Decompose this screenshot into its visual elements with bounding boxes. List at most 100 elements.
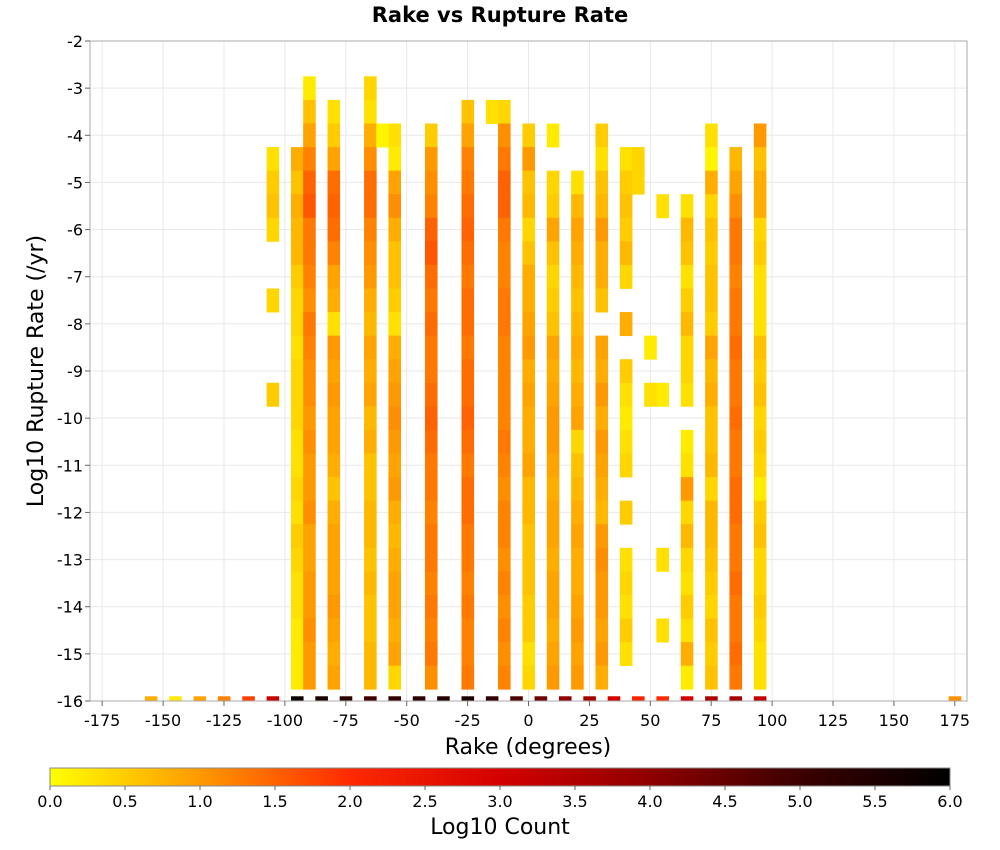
heatmap-cell [290,359,304,384]
heatmap-cell [303,99,316,124]
heatmap-cell [680,524,694,549]
heatmap-cell [388,406,402,431]
heatmap-cell [303,217,316,242]
heatmap-cell [595,594,609,619]
heatmap-cell [303,665,316,690]
heatmap-cell [461,571,475,596]
heatmap-cell [327,382,341,407]
heatmap-cell [424,217,438,242]
colorbar-tick-label: 3.0 [487,792,512,811]
heatmap-cell [388,312,402,337]
heatmap-cell [498,288,511,313]
heatmap-cell [327,194,341,219]
heatmap-cell [388,665,402,690]
heatmap-cell [753,288,767,313]
heatmap-cell [388,477,402,502]
heatmap-cell [595,547,609,572]
heatmap-cell [729,335,743,360]
heatmap-cell [595,217,609,242]
heatmap-cell [619,312,633,337]
heatmap-cell [424,665,438,690]
heatmap-cell [290,500,304,525]
colorbar-tick-label: 1.5 [262,792,287,811]
heatmap-cell [303,288,316,313]
heatmap-cell [729,359,743,384]
heatmap-cell [424,264,438,289]
heatmap-cell [595,170,609,195]
heatmap-cell [388,453,402,478]
colorbar-tick-label: 3.5 [562,792,587,811]
heatmap-cell [327,170,341,195]
heatmap-cell [290,642,304,667]
heatmap-cell [461,429,475,454]
heatmap-cell [522,477,535,502]
heatmap-cell [680,312,694,337]
heatmap-cell [522,547,535,572]
heatmap-cell [498,217,511,242]
heatmap-cell [290,170,304,195]
heatmap-cell [437,696,450,701]
heatmap-cell [705,170,718,195]
heatmap-cell [729,429,743,454]
heatmap-cell [729,147,743,172]
heatmap-cell [388,429,402,454]
heatmap-cell [303,241,316,266]
heatmap-cell [290,571,304,596]
heatmap-cell [546,429,560,454]
heatmap-cell [388,618,402,643]
heatmap-cell [571,241,584,266]
heatmap-cell [546,312,560,337]
heatmap-cell [680,217,694,242]
heatmap-cell [388,264,402,289]
heatmap-cell [424,500,438,525]
heatmap-cell [729,241,743,266]
heatmap-cell [595,288,609,313]
heatmap-cell [595,335,609,360]
heatmap-cell [290,453,304,478]
heatmap-cell [522,335,535,360]
heatmap-cell [388,642,402,667]
heatmap-cell [571,665,584,690]
heatmap-cell [729,406,743,431]
heatmap-cell [705,217,718,242]
heatmap-cell [498,335,511,360]
heatmap-cell [461,217,475,242]
heatmap-cell [327,453,341,478]
heatmap-cell [595,477,609,502]
heatmap-cell [339,696,353,701]
x-tick-label: 50 [640,711,660,730]
heatmap-cell [498,665,511,690]
heatmap-cell [424,382,438,407]
heatmap-cell [680,429,694,454]
heatmap-cell [729,524,743,549]
heatmap-cell [680,288,694,313]
heatmap-cell [376,123,389,148]
heatmap-cell [546,406,560,431]
heatmap-cell [522,264,535,289]
heatmap-cell [424,312,438,337]
heatmap-cell [753,665,767,690]
heatmap-cell [546,359,560,384]
heatmap-cell [193,696,207,701]
heatmap-cell [619,147,633,172]
heatmap-cell [753,241,767,266]
heatmap-cell [388,524,402,549]
heatmap-cell [546,241,560,266]
heatmap-cell [522,359,535,384]
heatmap-cell [327,406,341,431]
heatmap-cell [753,642,767,667]
heatmap-cell [546,524,560,549]
heatmap-cell [729,665,743,690]
heatmap-cell [498,571,511,596]
heatmap-cell [546,123,560,148]
heatmap-cell [303,571,316,596]
heatmap-cell [290,524,304,549]
heatmap-cell [290,264,304,289]
heatmap-cell [424,241,438,266]
heatmap-cell [412,696,426,701]
heatmap-cell [364,147,377,172]
heatmap-cell [424,406,438,431]
heatmap-cell [327,217,341,242]
heatmap-cell [510,696,523,701]
